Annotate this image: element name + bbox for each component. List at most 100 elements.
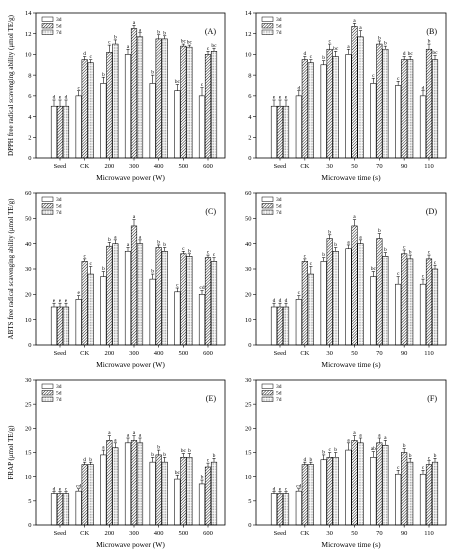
bar-3d-600 — [198, 483, 206, 526]
bar-7d-CK — [87, 464, 94, 526]
x-tick-label: Seed — [274, 530, 287, 537]
significance-letter: c — [397, 76, 400, 82]
bar-3d-90 — [395, 85, 402, 159]
significance-letter: b — [334, 447, 337, 453]
bar-3d-500 — [174, 90, 181, 159]
bar-5d-50 — [351, 225, 358, 346]
significance-letter: b — [163, 242, 166, 248]
x-tick-label: 500 — [178, 163, 188, 170]
y-tick-label: 20 — [245, 292, 252, 299]
x-tick-label: 30 — [326, 350, 333, 357]
bar-5d-Seed — [56, 493, 64, 526]
x-axis-title: Microwave power (W) — [96, 360, 165, 369]
bar-3d-CK — [75, 299, 82, 346]
legend-swatch-7d — [261, 29, 274, 35]
x-axis-title: Microwave time (s) — [321, 360, 381, 369]
significance-letter: e — [59, 486, 62, 492]
legend-swatch-5d — [261, 203, 274, 209]
y-tick-label: 12 — [25, 31, 32, 38]
y-tick-label: 20 — [25, 292, 32, 299]
x-tick-label: Seed — [274, 350, 287, 357]
bar-5d-70 — [376, 43, 383, 159]
x-tick-label: 90 — [401, 530, 408, 537]
x-tick-label: 600 — [203, 530, 213, 537]
significance-letter: a — [353, 214, 356, 220]
bar-7d-600 — [210, 51, 218, 159]
bar-5d-70 — [376, 238, 383, 346]
bar-7d-30 — [332, 250, 339, 346]
significance-letter: d — [83, 457, 86, 463]
x-tick-label: 50 — [351, 530, 358, 537]
significance-letter: d — [422, 85, 425, 91]
x-tick-label: 500 — [178, 350, 188, 357]
legend-label: 7d — [56, 397, 62, 403]
significance-letter: b — [409, 453, 412, 459]
significance-letter: c — [182, 246, 185, 252]
significance-letter: a — [139, 27, 142, 33]
bar-5d-400 — [155, 247, 162, 346]
x-axis-title: Microwave time (s) — [321, 540, 381, 549]
significance-letter: d — [273, 298, 276, 304]
x-tick-label: 90 — [401, 350, 408, 357]
significance-letter: b — [434, 453, 437, 459]
legend-label: 3d — [56, 17, 62, 23]
bar-7d-70 — [382, 444, 389, 526]
bar-3d-300 — [124, 442, 132, 526]
bar-3d-CK — [295, 299, 302, 346]
bar-5d-500 — [180, 457, 187, 526]
bar-5d-Seed — [56, 105, 64, 159]
bar-5d-CK — [81, 261, 88, 346]
legend-label: 5d — [276, 391, 282, 397]
bar-3d-30 — [320, 64, 327, 159]
significance-letter: a — [359, 234, 362, 240]
significance-letter: b — [213, 453, 216, 459]
bar-5d-600 — [204, 257, 212, 346]
bar-7d-400 — [161, 461, 168, 526]
bar-5d-300 — [130, 28, 138, 159]
legend-label: 5d — [56, 204, 62, 210]
significance-letter: bc — [408, 51, 414, 57]
panel-label: (F) — [427, 394, 437, 403]
significance-letter: c — [403, 245, 406, 251]
plot-frame — [255, 12, 447, 159]
significance-letter: e — [59, 95, 62, 101]
y-tick-label: 60 — [245, 190, 252, 197]
bar-5d-200 — [106, 245, 113, 346]
bar-7d-70 — [382, 256, 389, 346]
significance-letter: bc — [175, 79, 181, 85]
bar-7d-CK — [307, 464, 314, 526]
legend-swatch-7d — [41, 209, 54, 215]
y-axis-title: FRAP (μmol TE/g) — [7, 425, 15, 480]
bar-7d-CK — [307, 62, 314, 159]
panel-label: (C) — [205, 207, 216, 216]
bar-3d-500 — [174, 478, 181, 526]
bar-7d-110 — [431, 268, 439, 346]
y-tick-label: 30 — [25, 377, 32, 384]
bar-7d-Seed — [62, 105, 70, 159]
significance-letter: e — [53, 298, 56, 304]
bar-7d-CK — [87, 62, 94, 159]
significance-letter: a — [139, 433, 142, 439]
significance-letter: d — [53, 486, 56, 492]
significance-letter: c — [397, 271, 400, 277]
bar-3d-200 — [100, 276, 107, 346]
significance-letter: c — [89, 54, 92, 60]
legend-swatch-3d — [41, 196, 54, 202]
significance-letter: b — [322, 450, 325, 456]
bar-5d-CK — [81, 59, 88, 159]
bar-5d-400 — [155, 38, 162, 159]
y-tick-label: 2 — [248, 134, 251, 141]
significance-letter: b — [378, 36, 381, 42]
significance-letter: a — [127, 242, 130, 248]
significance-letter: b — [163, 452, 166, 458]
significance-letter: a — [108, 430, 111, 436]
significance-letter: a — [102, 445, 105, 451]
significance-letter: b — [334, 242, 337, 248]
bar-7d-Seed — [282, 493, 290, 526]
significance-letter: a — [347, 240, 350, 246]
significance-letter: e — [77, 290, 80, 296]
bar-3d-70 — [370, 276, 377, 346]
significance-letter: b — [322, 55, 325, 61]
bar-5d-CK — [301, 59, 308, 159]
